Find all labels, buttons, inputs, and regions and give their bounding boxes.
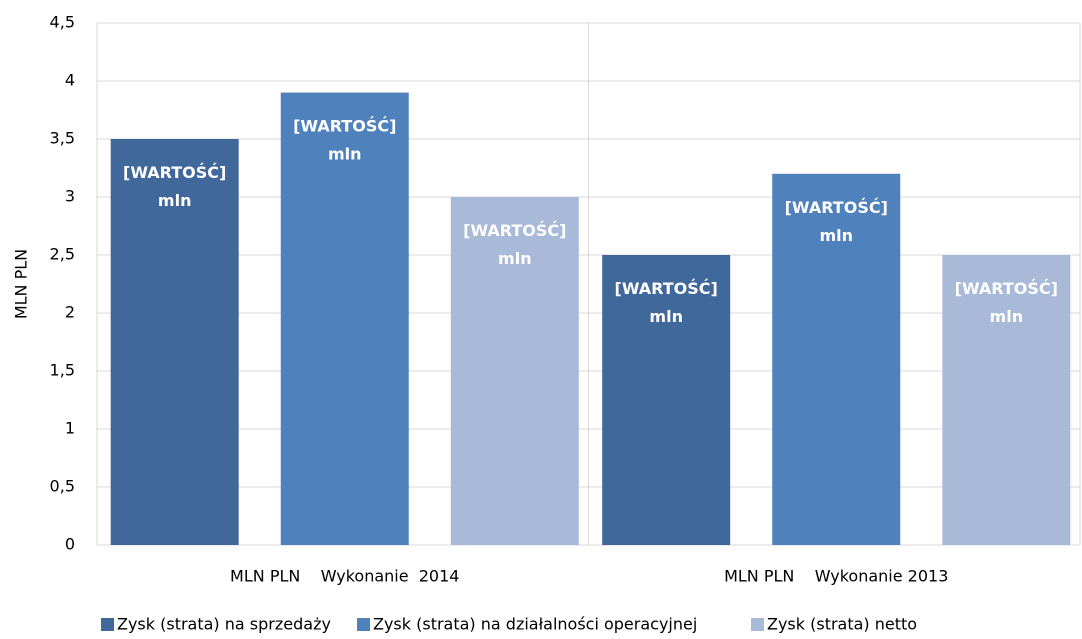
y-tick-label: 2 — [65, 303, 75, 322]
y-tick-label: 2,5 — [50, 245, 75, 264]
y-axis-label: MLN PLN — [12, 249, 31, 319]
y-tick-label: 4,5 — [50, 13, 75, 32]
legend-label: Zysk (strata) na sprzedaży — [117, 615, 331, 634]
data-label: [WARTOŚĆ] mln — [463, 221, 566, 268]
data-label: [WARTOŚĆ] mln — [955, 279, 1058, 326]
y-tick-label: 0 — [65, 535, 75, 554]
data-label: [WARTOŚĆ] mln — [785, 197, 888, 244]
legend-swatch — [751, 618, 764, 631]
y-tick-label: 3 — [65, 187, 75, 206]
y-tick-label: 1,5 — [50, 361, 75, 380]
y-tick-label: 0,5 — [50, 477, 75, 496]
bar — [772, 173, 901, 546]
y-tick-label: 1 — [65, 419, 75, 438]
bar — [110, 139, 239, 545]
bar — [280, 92, 409, 545]
x-tick-label: MLN PLN Wykonanie 2014 — [230, 567, 459, 586]
data-label: [WARTOŚĆ] mln — [615, 279, 718, 326]
legend-swatch — [101, 618, 114, 631]
legend-swatch — [357, 618, 370, 631]
legend-label: Zysk (strata) na działalności operacyjne… — [373, 615, 697, 634]
y-tick-label: 3,5 — [50, 129, 75, 148]
data-label: [WARTOŚĆ] mln — [293, 116, 396, 163]
bar — [450, 197, 579, 545]
legend-label: Zysk (strata) netto — [767, 615, 917, 634]
bar — [942, 255, 1071, 545]
data-label: [WARTOŚĆ] mln — [123, 163, 226, 210]
x-tick-label: MLN PLN Wykonanie 2013 — [724, 567, 948, 586]
y-tick-label: 4 — [65, 71, 75, 90]
bar — [602, 255, 731, 545]
